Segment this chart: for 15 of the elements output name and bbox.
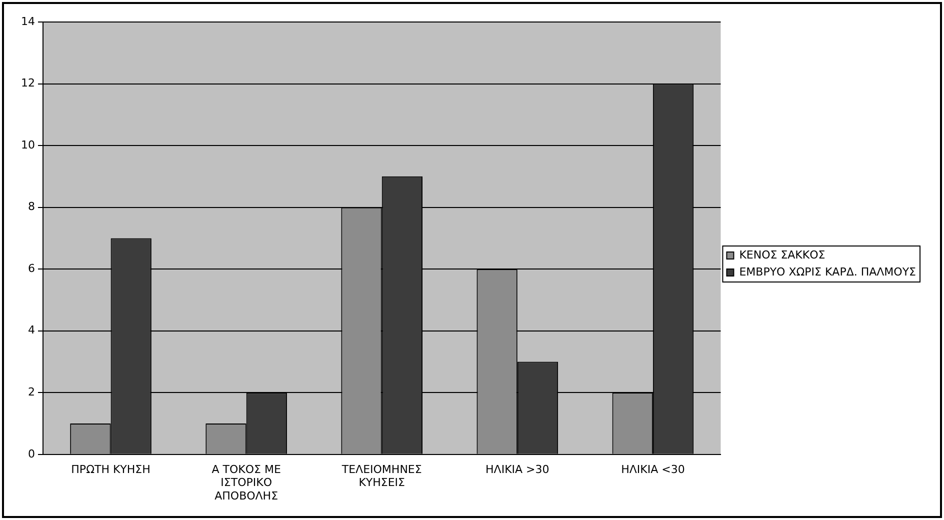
x-tick-label: ΤΕΛΕΙΟΜΗΝΕΣ ΚΥΗΣΕΙΣ (340, 462, 422, 490)
y-tick-label: 10 (20, 138, 35, 152)
x-tick-label: ΗΛΙΚΙΑ <30 (621, 462, 685, 476)
y-tick-label: 4 (28, 324, 35, 337)
x-tick-label: ΗΛΙΚΙΑ >30 (486, 462, 550, 476)
y-tick-label: 14 (20, 14, 35, 28)
x-tick-label: ΠΡΩΤΗ ΚΥΗΣΗ (71, 462, 150, 476)
y-tick-label: 6 (28, 262, 35, 275)
y-tick-label: 0 (28, 447, 35, 460)
legend-label: ΕΜΒΡΥΟ ΧΩΡΙΣ ΚΑΡΔ. ΠΑΛΜΟΥΣ (739, 265, 916, 278)
y-tick-label: 8 (28, 200, 35, 214)
legend-label: ΚΕΝΟΣ ΣΑΚΚΟΣ (739, 248, 826, 262)
x-tick-label: Α ΤΟΚΟΣ ΜΕ ΙΣΤΟΡΙΚΟ ΑΠΟΒΟΛΗΣ (212, 462, 281, 502)
y-tick-label: 2 (28, 385, 35, 398)
y-tick-label: 12 (20, 76, 35, 90)
